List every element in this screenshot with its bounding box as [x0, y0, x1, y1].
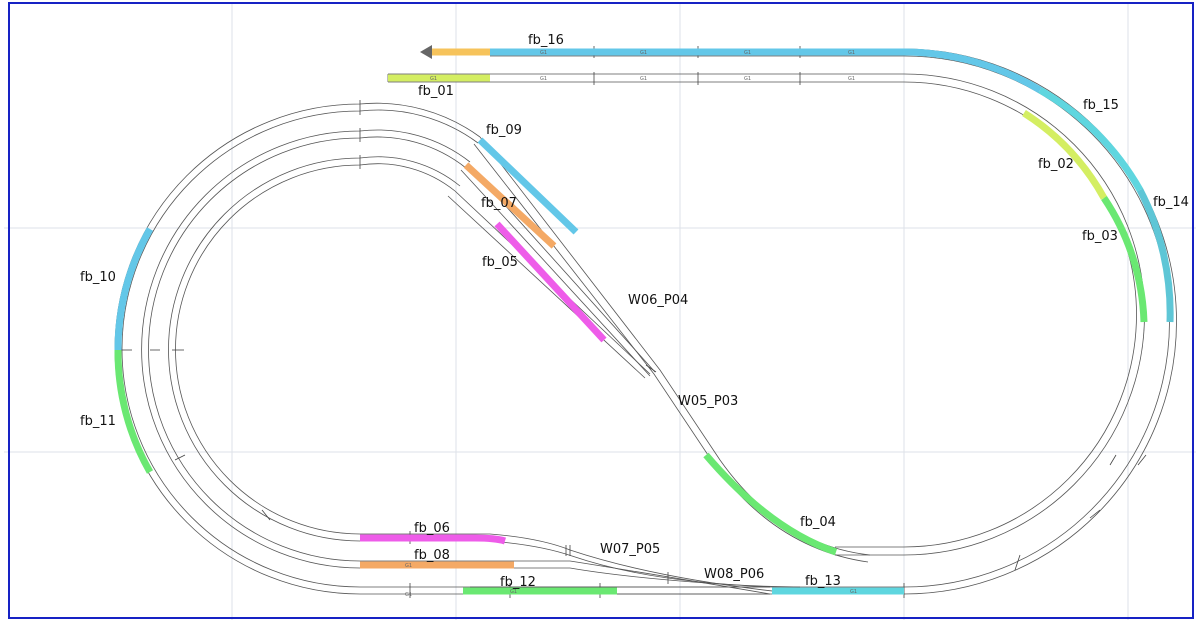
piece-label: G1 — [640, 76, 647, 82]
segment-fb_16-curve — [903, 48, 1042, 94]
label-fb_06: fb_06 — [414, 521, 450, 536]
feedback-label-layer: fb_16 fb_01 fb_15 fb_02 fb_14 fb_03 fb_0… — [80, 33, 1189, 590]
label-fb_05: fb_05 — [482, 255, 518, 270]
label-fb_12: fb_12 — [500, 575, 536, 590]
segment-fb_14 — [1136, 188, 1174, 323]
label-W07_P05: W07_P05 — [600, 542, 660, 557]
segment-fb_04 — [703, 452, 838, 556]
label-fb_15: fb_15 — [1083, 98, 1119, 113]
label-fb_07: fb_07 — [481, 196, 517, 211]
segment-fb_02 — [1022, 110, 1108, 200]
piece-label: G1 — [540, 76, 547, 82]
piece-label: G1 — [848, 50, 855, 56]
label-fb_13: fb_13 — [805, 574, 841, 589]
piece-label: G1 — [510, 589, 517, 595]
segment-fb_06 — [360, 534, 507, 545]
piece-label: G1 — [848, 76, 855, 82]
piece-label: G1 — [850, 589, 857, 595]
piece-label: G1 — [640, 50, 647, 56]
track-joints — [120, 46, 1147, 598]
piece-labels: G1 G1 G1 G1 G1 G1 G1 G1 G1 G1 G1 G1 G1 — [405, 50, 857, 598]
segment-fb_09 — [477, 137, 579, 235]
label-fb_11: fb_11 — [80, 414, 116, 429]
piece-label: G1 — [744, 76, 751, 82]
piece-label: G1 — [405, 592, 412, 598]
layout-frame — [8, 2, 1194, 619]
piece-label: G1 — [540, 50, 547, 56]
segment-fb_07 — [463, 162, 557, 249]
segment-fb_11 — [114, 349, 154, 474]
label-fb_09: fb_09 — [486, 123, 522, 138]
piece-label: G1 — [430, 76, 437, 82]
arrow-left-icon — [420, 45, 432, 59]
segment-fb_03 — [1101, 196, 1148, 323]
label-fb_10: fb_10 — [80, 270, 116, 285]
switch-label-layer: W06_P04 W05_P03 W07_P05 W08_P06 — [600, 293, 764, 582]
grid — [4, 4, 1196, 620]
label-W06_P04: W06_P04 — [628, 293, 688, 308]
label-W05_P03: W05_P03 — [678, 394, 738, 409]
label-fb_04: fb_04 — [800, 515, 836, 530]
label-fb_01: fb_01 — [418, 84, 454, 99]
label-W08_P06: W08_P06 — [704, 567, 764, 582]
label-fb_16: fb_16 — [528, 33, 564, 48]
label-fb_02: fb_02 — [1038, 157, 1074, 172]
piece-label: G1 — [744, 50, 751, 56]
track-layer — [114, 48, 1177, 595]
segment-fb_10 — [114, 227, 154, 351]
label-fb_14: fb_14 — [1153, 195, 1189, 210]
segment-fb_15 — [1038, 86, 1144, 192]
segment-fb_05 — [494, 221, 607, 343]
feedback-segments — [114, 48, 1174, 595]
piece-label: G1 — [405, 563, 412, 569]
label-fb_03: fb_03 — [1082, 229, 1118, 244]
label-fb_08: fb_08 — [414, 548, 450, 563]
